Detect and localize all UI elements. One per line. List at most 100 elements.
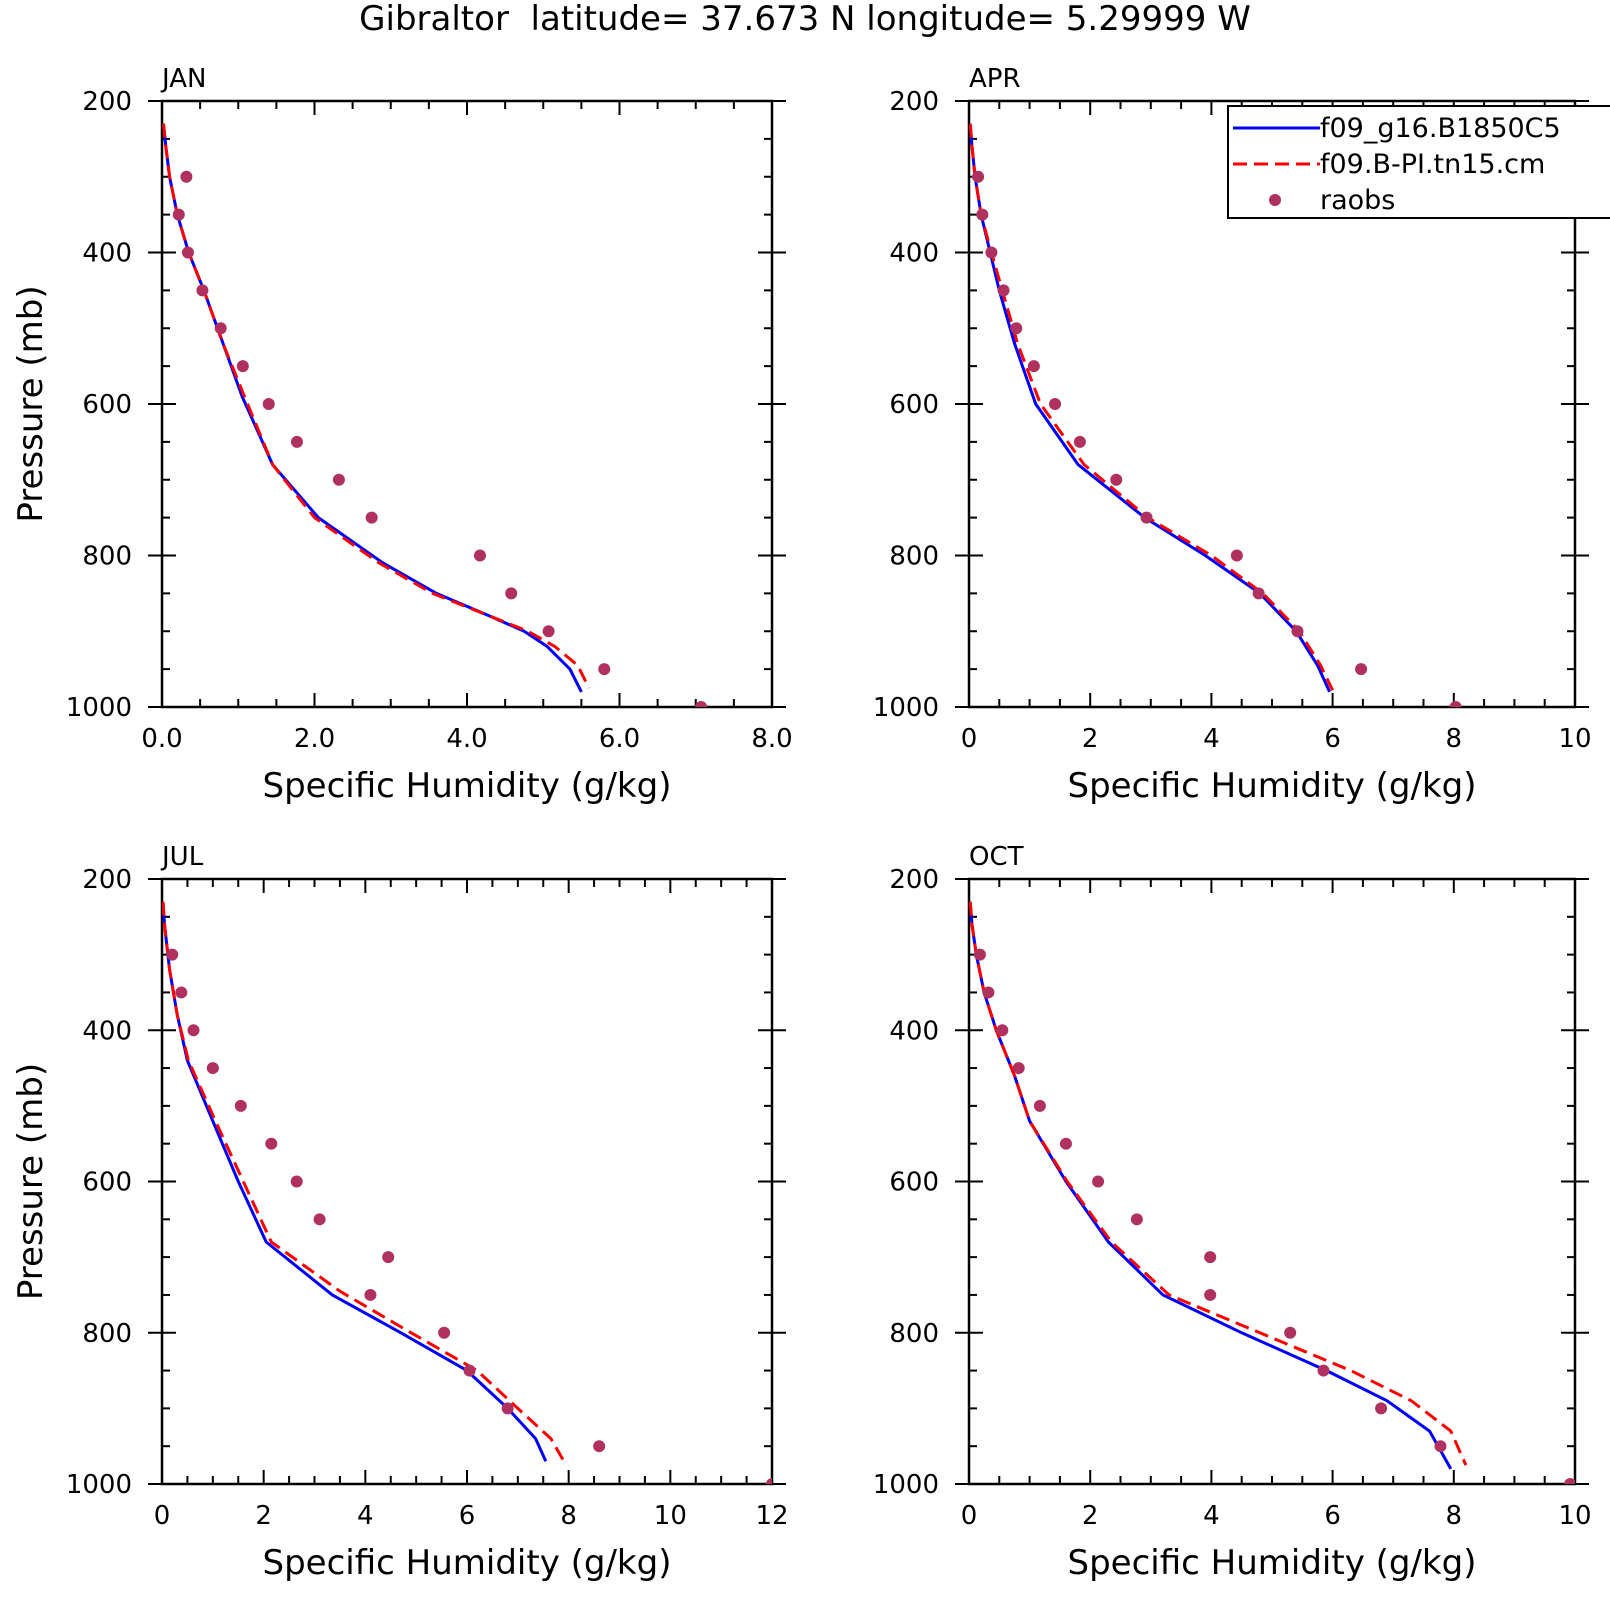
x-tick-label: 4.0 [446, 724, 487, 754]
x-tick-label: 10 [1558, 1501, 1591, 1531]
panel-jul: JUL 0 2 4 6 8 10 12 200 400 600 800 1000 Specific Hum… [11, 842, 789, 1583]
raobs-point [1033, 1099, 1046, 1112]
plot-frame [967, 877, 1577, 1486]
legend-label: raobs [1320, 185, 1395, 216]
raobs-point [214, 322, 227, 335]
raobs-point [290, 1175, 303, 1188]
raobs-point [1059, 1137, 1072, 1150]
raobs-point [1092, 1175, 1105, 1188]
x-tick-label: 0.0 [141, 724, 182, 754]
raobs-point [382, 1251, 395, 1264]
raobs-point [501, 1402, 514, 1415]
raobs-point [180, 170, 193, 183]
x-tick-label: 4 [1203, 724, 1220, 754]
series-line-model2 [162, 123, 591, 689]
raobs-point [1317, 1364, 1330, 1377]
x-tick-label: 12 [755, 1501, 788, 1531]
raobs-point [695, 701, 708, 707]
raobs-point [1375, 1402, 1388, 1415]
raobs-point [206, 1062, 219, 1075]
panel-label: JAN [160, 64, 206, 94]
plot-frame [160, 99, 774, 709]
x-tick-label: 0 [961, 724, 978, 754]
x-tick-label: 6.0 [599, 724, 640, 754]
y-tick-label: 200 [82, 865, 132, 895]
x-tick-label: 0 [961, 1501, 978, 1531]
x-tick-label: 2.0 [294, 724, 335, 754]
x-tick-label: 2 [1082, 1501, 1099, 1531]
panel-jan: JAN 0.0 2.0 4.0 6.0 8.0 200 400 600 800 1000 Specif… [11, 64, 793, 806]
raobs-point [972, 170, 985, 183]
raobs-point [1434, 1440, 1447, 1453]
series-line-model2 [969, 901, 1468, 1466]
y-tick-label: 400 [889, 239, 939, 269]
raobs-point [1049, 398, 1062, 410]
x-tick-label: 6 [459, 1501, 476, 1531]
raobs-point [1012, 1062, 1025, 1075]
series-line-model2 [969, 123, 1334, 691]
raobs-point [1130, 1213, 1143, 1226]
y-tick-label: 400 [82, 1016, 132, 1046]
raobs-point [1110, 473, 1123, 486]
y-tick-label: 1000 [873, 1470, 939, 1500]
plot-frame [160, 877, 774, 1486]
panel-label: OCT [969, 842, 1024, 872]
legend-marker [1269, 194, 1281, 206]
raobs-point [598, 663, 611, 676]
y-tick-label: 400 [82, 239, 132, 269]
raobs-point [1564, 1478, 1575, 1484]
x-tick-label: 8 [560, 1501, 577, 1531]
raobs-point [505, 587, 518, 600]
legend: f09_g16.B1850C5 f09.B-PI.tn15.cm raobs [1227, 105, 1610, 219]
y-tick-label: 800 [82, 542, 132, 572]
legend-label: f09_g16.B1850C5 [1320, 113, 1561, 144]
chart-title: Gibraltor latitude= 37.673 N longitude= … [359, 0, 1251, 39]
raobs-point [290, 435, 303, 448]
y-axis-title: Pressure (mb) [11, 1063, 51, 1300]
raobs-point [236, 360, 249, 373]
raobs-point [364, 1288, 377, 1301]
raobs-point [265, 1137, 278, 1150]
y-tick-label: 800 [82, 1319, 132, 1349]
series-group [969, 901, 1575, 1484]
raobs-point [1027, 360, 1040, 373]
raobs-point [175, 986, 188, 999]
y-tick-label: 200 [889, 87, 939, 117]
x-tick-label: 8.0 [751, 724, 792, 754]
x-tick-label: 10 [1558, 724, 1591, 754]
legend-label: f09.B-PI.tn15.cm [1320, 149, 1545, 180]
raobs-point [438, 1326, 451, 1339]
raobs-point [997, 284, 1010, 297]
y-tick-label: 200 [82, 87, 132, 117]
x-axis-title: Specific Humidity (g/kg) [263, 766, 672, 806]
y-tick-label: 1000 [66, 693, 132, 723]
series-line-model1 [162, 901, 548, 1462]
raobs-point [234, 1099, 247, 1112]
raobs-point [1291, 625, 1304, 638]
x-axis-title: Specific Humidity (g/kg) [263, 1543, 672, 1583]
x-tick-label: 6 [1324, 1501, 1341, 1531]
raobs-point [172, 208, 185, 221]
x-tick-label: 4 [357, 1501, 374, 1531]
raobs-point [365, 511, 378, 524]
x-tick-label: 4 [1203, 1501, 1220, 1531]
raobs-point [1355, 663, 1368, 676]
raobs-point [982, 986, 995, 999]
y-tick-label: 600 [889, 1168, 939, 1198]
raobs-point [1449, 701, 1462, 707]
raobs-point [593, 1440, 606, 1453]
x-tick-label: 8 [1446, 724, 1463, 754]
x-tick-label: 0 [154, 1501, 171, 1531]
y-axis-title: Pressure (mb) [11, 285, 51, 522]
raobs-point [313, 1213, 326, 1226]
panel-label: JUL [160, 842, 204, 872]
x-tick-label: 2 [255, 1501, 272, 1531]
raobs-point [1204, 1288, 1217, 1301]
y-tick-label: 600 [889, 390, 939, 420]
raobs-point [473, 549, 486, 562]
x-axis-title: Specific Humidity (g/kg) [1068, 1543, 1477, 1583]
y-tick-label: 800 [889, 542, 939, 572]
raobs-point [973, 948, 986, 961]
x-axis-title: Specific Humidity (g/kg) [1068, 766, 1477, 806]
